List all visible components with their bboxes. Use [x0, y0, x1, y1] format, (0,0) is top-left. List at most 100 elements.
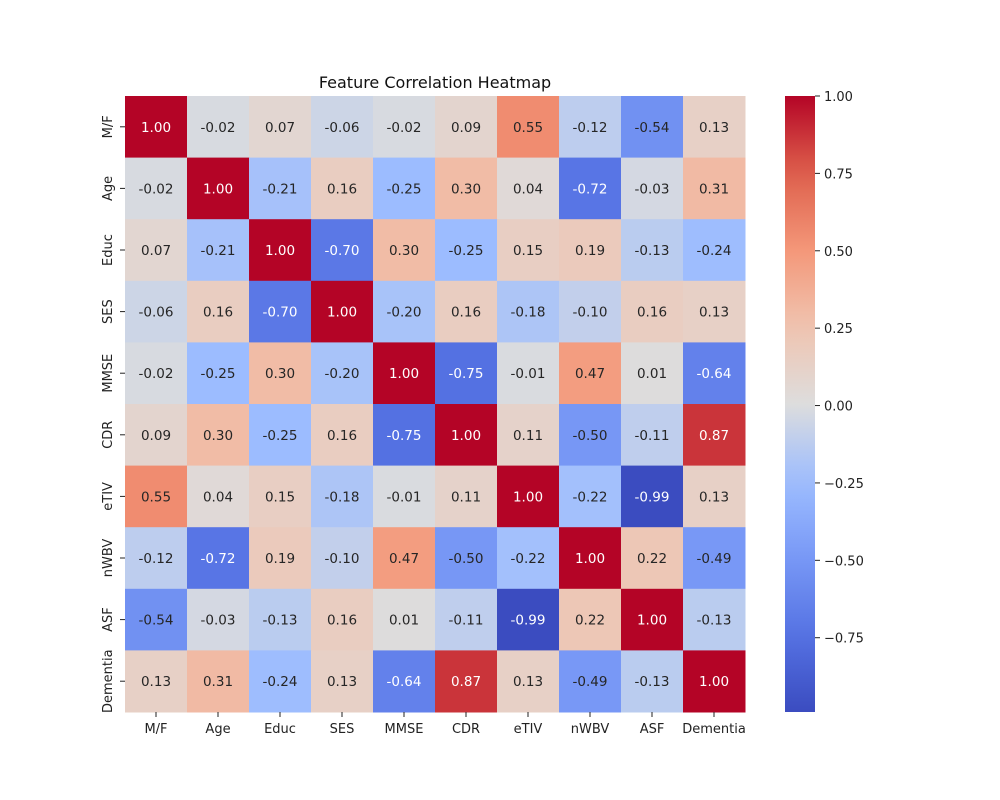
cell-value-label: 0.04 [513, 181, 543, 197]
cell-value-label: -0.54 [635, 120, 670, 136]
heatmap-cell [559, 650, 622, 713]
y-tick-label: nWBV [101, 539, 116, 578]
cell-value-label: -0.21 [263, 181, 298, 197]
heatmap-cell [683, 527, 746, 590]
heatmap-cell [683, 157, 746, 220]
heatmap-cell [621, 527, 684, 590]
heatmap-cell [311, 342, 374, 405]
colorbar-tick-label: 0.25 [824, 322, 853, 337]
cell-value-label: -0.02 [387, 120, 422, 136]
heatmap-cell [435, 465, 498, 528]
cell-value-label: -0.49 [697, 551, 732, 567]
heatmap-cells: 1.00 -0.02 0.07 -0.06 -0.02 0.09 0.55 -0.12 -0.5… [125, 96, 746, 713]
heatmap-cell [497, 465, 560, 528]
cell-value-label: 0.55 [141, 489, 171, 505]
cell-value-label: -0.70 [263, 305, 298, 321]
cell-value-label: -0.02 [139, 366, 174, 382]
cell-value-label: 0.19 [575, 243, 605, 259]
cell-value-label: -0.75 [387, 428, 422, 444]
heatmap-cell [621, 157, 684, 220]
heatmap-cell [311, 96, 374, 159]
cell-value-label: -0.70 [325, 243, 360, 259]
cell-value-label: -0.24 [263, 674, 298, 690]
cell-value-label: 0.13 [699, 305, 729, 321]
cell-value-label: -0.11 [635, 428, 670, 444]
heatmap-cell [187, 465, 250, 528]
y-tick-label: eTIV [101, 482, 116, 511]
x-tick-label: SES [330, 722, 355, 737]
cell-value-label: -0.50 [449, 551, 484, 567]
heatmap-cell [373, 157, 436, 220]
colorbar-tick-label: 0.00 [824, 400, 853, 415]
y-tick-label: Dementia [101, 649, 116, 713]
heatmap-cell [435, 650, 498, 713]
heatmap-cell [435, 157, 498, 220]
cell-value-label: -0.03 [201, 613, 236, 629]
x-tick-label: nWBV [571, 722, 610, 737]
y-tick-label: SES [101, 299, 116, 324]
cell-value-label: 0.16 [203, 305, 233, 321]
heatmap-cell [435, 219, 498, 282]
cell-value-label: 0.19 [265, 551, 295, 567]
cell-value-label: -0.25 [449, 243, 484, 259]
heatmap-cell [373, 96, 436, 159]
cell-value-label: 0.16 [327, 428, 357, 444]
cell-value-label: 0.30 [203, 428, 233, 444]
heatmap-cell [125, 527, 188, 590]
cell-value-label: 0.13 [327, 674, 357, 690]
cell-value-label: -0.54 [139, 613, 174, 629]
y-axis: M/F Age Educ SES MMSE CDR eTIV nWBV ASF Dementia [101, 115, 125, 713]
y-tick-label: Educ [101, 234, 116, 266]
heatmap-cell [683, 650, 746, 713]
cell-value-label: -0.72 [573, 181, 608, 197]
cell-value-label: 1.00 [203, 181, 233, 197]
cell-value-label: -0.13 [263, 613, 298, 629]
cell-value-label: -0.13 [697, 613, 732, 629]
heatmap-cell [125, 465, 188, 528]
cell-value-label: 0.15 [265, 489, 295, 505]
cell-value-label: 1.00 [389, 366, 419, 382]
heatmap-cell [559, 219, 622, 282]
heatmap-cell [311, 650, 374, 713]
heatmap-cell [249, 404, 312, 467]
cell-value-label: -0.02 [201, 120, 236, 136]
cell-value-label: -0.25 [263, 428, 298, 444]
cell-value-label: 0.11 [513, 428, 543, 444]
heatmap-cell [621, 280, 684, 343]
cell-value-label: -0.13 [635, 243, 670, 259]
cell-value-label: -0.11 [449, 613, 484, 629]
cell-value-label: -0.75 [449, 366, 484, 382]
heatmap-cell [435, 588, 498, 651]
heatmap-cell [559, 465, 622, 528]
heatmap-cell [249, 588, 312, 651]
colorbar-tick-label: −0.75 [824, 632, 864, 647]
y-tick-label: ASF [101, 607, 116, 632]
cell-value-label: 0.16 [327, 181, 357, 197]
cell-value-label: 0.09 [451, 120, 481, 136]
y-tick-label: M/F [101, 115, 116, 138]
cell-value-label: -0.02 [139, 181, 174, 197]
heatmap-cell [125, 219, 188, 282]
heatmap-cell [497, 588, 560, 651]
y-tick-label: CDR [101, 421, 116, 449]
cell-value-label: 0.16 [327, 613, 357, 629]
cell-value-label: 0.13 [699, 120, 729, 136]
heatmap-cell [311, 465, 374, 528]
cell-value-label: -0.01 [387, 489, 422, 505]
cell-value-label: -0.22 [573, 489, 608, 505]
cell-value-label: -0.20 [325, 366, 360, 382]
heatmap-cell [559, 588, 622, 651]
cell-value-label: 0.07 [265, 120, 295, 136]
heatmap-cell [497, 219, 560, 282]
heatmap-cell [497, 404, 560, 467]
y-tick-label: Age [101, 176, 116, 201]
cell-value-label: 1.00 [141, 120, 171, 136]
heatmap-cell [187, 342, 250, 405]
cell-value-label: 0.22 [575, 613, 605, 629]
cell-value-label: 0.13 [141, 674, 171, 690]
heatmap-cell [683, 465, 746, 528]
heatmap-cell [683, 588, 746, 651]
heatmap-cell [311, 219, 374, 282]
heatmap-cell [187, 157, 250, 220]
